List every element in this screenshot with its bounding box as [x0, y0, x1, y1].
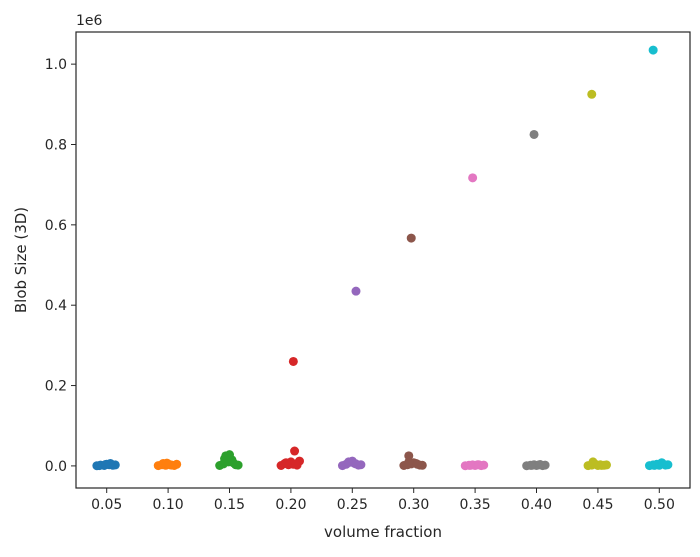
data-point: [597, 460, 607, 470]
x-tick-label: 0.35: [460, 497, 491, 513]
y-tick-label: 0.6: [45, 218, 67, 234]
x-axis: 0.05 0.10 0.15 0.20 0.25 0.30 0.35 0.40 0.45 0.50: [91, 488, 675, 513]
data-point: [404, 451, 414, 461]
y-tick-label: 1.0: [45, 57, 67, 73]
y-axis: 0.0 0.2 0.4 0.6 0.8 1.0: [45, 57, 76, 475]
data-point: [658, 459, 668, 469]
x-tick-label: 0.15: [214, 497, 245, 513]
data-point: [527, 460, 537, 470]
data-point: [100, 459, 110, 469]
data-point: [588, 457, 598, 467]
data-point: [351, 459, 361, 469]
data-point: [535, 459, 545, 469]
data-point: [474, 460, 484, 470]
x-tick-label: 0.45: [582, 497, 613, 513]
x-tick-label: 0.20: [275, 497, 306, 513]
plot-frame: [75, 31, 691, 489]
data-point: [220, 454, 230, 464]
data-point: [587, 89, 597, 99]
data-point: [351, 286, 361, 296]
data-point: [290, 446, 300, 456]
data-point: [291, 459, 301, 469]
x-tick-label: 0.30: [398, 497, 429, 513]
data-point: [529, 129, 539, 139]
data-point: [412, 459, 422, 469]
data-point: [406, 233, 416, 243]
x-tick-label: 0.10: [153, 497, 184, 513]
y-offset-label: 1e6: [76, 13, 103, 29]
y-axis-label: Blob Size (3D): [12, 207, 30, 313]
x-tick-label: 0.50: [644, 497, 675, 513]
data-point: [648, 45, 658, 55]
y-tick-label: 0.0: [45, 459, 67, 475]
y-tick-label: 0.8: [45, 137, 67, 153]
data-point: [468, 173, 478, 183]
x-axis-label: volume fraction: [324, 523, 442, 541]
data-point: [162, 458, 172, 468]
x-tick-label: 0.05: [91, 497, 122, 513]
y-tick-label: 0.4: [45, 298, 67, 314]
y-tick-label: 0.2: [45, 379, 67, 395]
x-tick-label: 0.40: [521, 497, 552, 513]
data-point: [465, 460, 475, 470]
data-point: [281, 458, 291, 468]
x-tick-label: 0.25: [337, 497, 368, 513]
data-point: [344, 457, 354, 467]
data-points: [92, 45, 673, 471]
data-point: [649, 460, 659, 470]
data-point: [288, 356, 298, 366]
